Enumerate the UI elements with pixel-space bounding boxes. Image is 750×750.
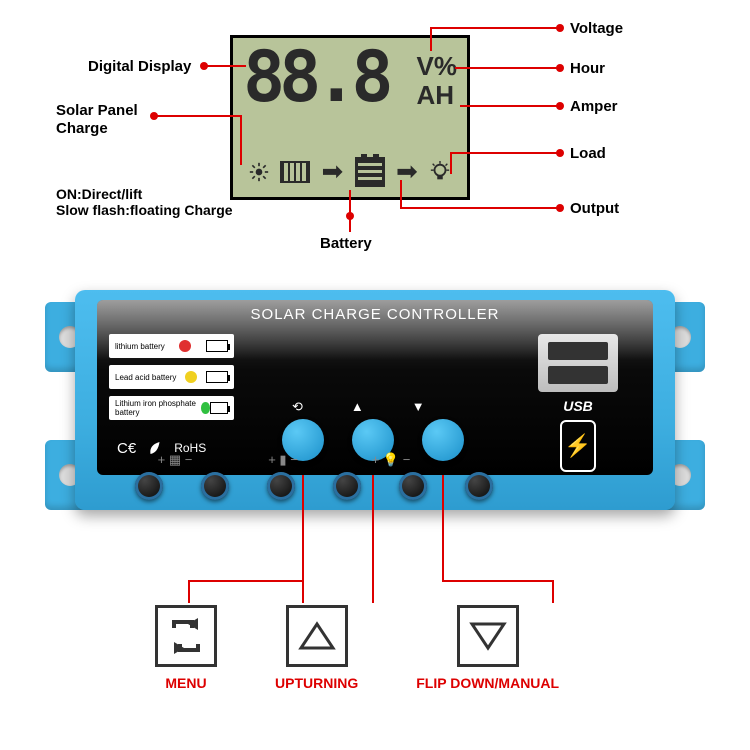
label-voltage: Voltage bbox=[570, 20, 623, 37]
tag-label: lithium battery bbox=[115, 342, 165, 351]
callout-down-label: FLIP DOWN/MANUAL bbox=[416, 675, 559, 691]
leader-line bbox=[400, 207, 560, 209]
lcd-unit-top: V% bbox=[417, 52, 457, 81]
up-icon: ▲ bbox=[351, 399, 364, 415]
label-solar-panel: Solar Panel Charge bbox=[56, 102, 138, 138]
device-face: SOLAR CHARGE CONTROLLER lithium battery … bbox=[97, 300, 653, 475]
leader-line bbox=[442, 475, 444, 580]
leader-line bbox=[154, 115, 240, 117]
label-on-direct: ON:Direct/lift Slow flash:floating Charg… bbox=[56, 186, 233, 218]
terminal bbox=[399, 472, 427, 500]
lcd-display: 88.8 V% AH ➡ ➡ bbox=[230, 35, 470, 200]
phone-charge-icon: ⚡ bbox=[560, 420, 596, 472]
device-shell: SOLAR CHARGE CONTROLLER lithium battery … bbox=[75, 290, 675, 510]
label-digital-display: Digital Display bbox=[88, 58, 191, 75]
label-load: Load bbox=[570, 145, 606, 162]
battery-icon bbox=[206, 340, 228, 352]
battery-type-tags: lithium battery Lead acid battery Lithiu… bbox=[109, 334, 234, 420]
lcd-unit-bottom: AH bbox=[417, 81, 457, 110]
tag-lifepo4: Lithium iron phosphate battery bbox=[109, 396, 234, 420]
leader-line bbox=[188, 580, 302, 582]
leader-line bbox=[372, 475, 374, 603]
usb-block: USB ⚡ bbox=[523, 334, 633, 464]
terminal bbox=[267, 472, 295, 500]
lcd-digits: 88.8 bbox=[243, 46, 388, 109]
tag-lithium: lithium battery bbox=[109, 334, 234, 358]
infographic-root: Digital Display Solar Panel Charge ON:Di… bbox=[0, 0, 750, 750]
terminal-labels: + ▦ − + ▮ − + 💡 − bbox=[130, 452, 436, 468]
leader-line bbox=[302, 475, 304, 603]
leader-line bbox=[188, 580, 190, 603]
bulb-icon bbox=[429, 161, 451, 183]
battery-icon bbox=[355, 157, 385, 187]
terminal bbox=[333, 472, 361, 500]
led-icon bbox=[185, 371, 197, 383]
tag-lead-acid: Lead acid battery bbox=[109, 365, 234, 389]
tag-label: Lead acid battery bbox=[115, 373, 176, 382]
label-hour: Hour bbox=[570, 60, 605, 77]
terminal-row bbox=[135, 472, 493, 500]
tag-label: Lithium iron phosphate battery bbox=[115, 399, 201, 417]
terminal bbox=[201, 472, 229, 500]
leader-line bbox=[400, 180, 402, 207]
leader-line bbox=[442, 580, 552, 582]
lcd-units: V% AH bbox=[417, 52, 457, 109]
leader-line bbox=[450, 152, 560, 154]
battery-icon bbox=[210, 402, 228, 414]
leader-line bbox=[240, 115, 242, 165]
callout-menu: MENU bbox=[155, 605, 217, 691]
controller-device: SOLAR CHARGE CONTROLLER lithium battery … bbox=[75, 290, 675, 560]
button-icon-row: ⟲ ▲ ▼ bbox=[292, 399, 425, 415]
sun-icon bbox=[249, 162, 269, 182]
battery-terminal-label: + ▮ − bbox=[238, 452, 328, 468]
bottom-callouts: MENU UPTURNING FLIP DOWN/MANUAL bbox=[155, 605, 559, 691]
solar-panel-icon bbox=[280, 161, 310, 183]
callout-down: FLIP DOWN/MANUAL bbox=[416, 605, 559, 691]
device-title: SOLAR CHARGE CONTROLLER bbox=[97, 306, 653, 323]
load-terminal-label: + 💡 − bbox=[346, 452, 436, 468]
callout-up: UPTURNING bbox=[275, 605, 358, 691]
usb-slot bbox=[548, 366, 608, 384]
terminal bbox=[465, 472, 493, 500]
solar-terminal-label: + ▦ − bbox=[130, 452, 220, 468]
leader-line bbox=[460, 105, 560, 107]
callout-up-label: UPTURNING bbox=[275, 675, 358, 691]
led-icon bbox=[201, 402, 211, 414]
leader-line bbox=[552, 580, 554, 603]
led-icon bbox=[179, 340, 191, 352]
label-battery: Battery bbox=[320, 235, 372, 252]
leader-line bbox=[450, 152, 452, 174]
terminal bbox=[135, 472, 163, 500]
down-icon: ▼ bbox=[412, 399, 425, 415]
lcd-icon-row: ➡ ➡ bbox=[243, 156, 457, 187]
usb-label: USB bbox=[523, 398, 633, 414]
leader-line bbox=[204, 65, 246, 67]
leader-line bbox=[430, 27, 560, 29]
up-triangle-icon bbox=[286, 605, 348, 667]
callout-menu-label: MENU bbox=[165, 675, 206, 691]
battery-icon bbox=[206, 371, 228, 383]
leader-line bbox=[455, 67, 560, 69]
usb-slot bbox=[548, 342, 608, 360]
arrow-icon: ➡ bbox=[321, 156, 343, 187]
leader-line bbox=[430, 27, 432, 51]
usb-ports bbox=[538, 334, 618, 392]
label-output: Output bbox=[570, 200, 619, 217]
menu-icon: ⟲ bbox=[292, 399, 303, 415]
menu-symbol-icon bbox=[155, 605, 217, 667]
down-triangle-icon bbox=[457, 605, 519, 667]
leader-line bbox=[349, 190, 351, 232]
label-amper: Amper bbox=[570, 98, 618, 115]
